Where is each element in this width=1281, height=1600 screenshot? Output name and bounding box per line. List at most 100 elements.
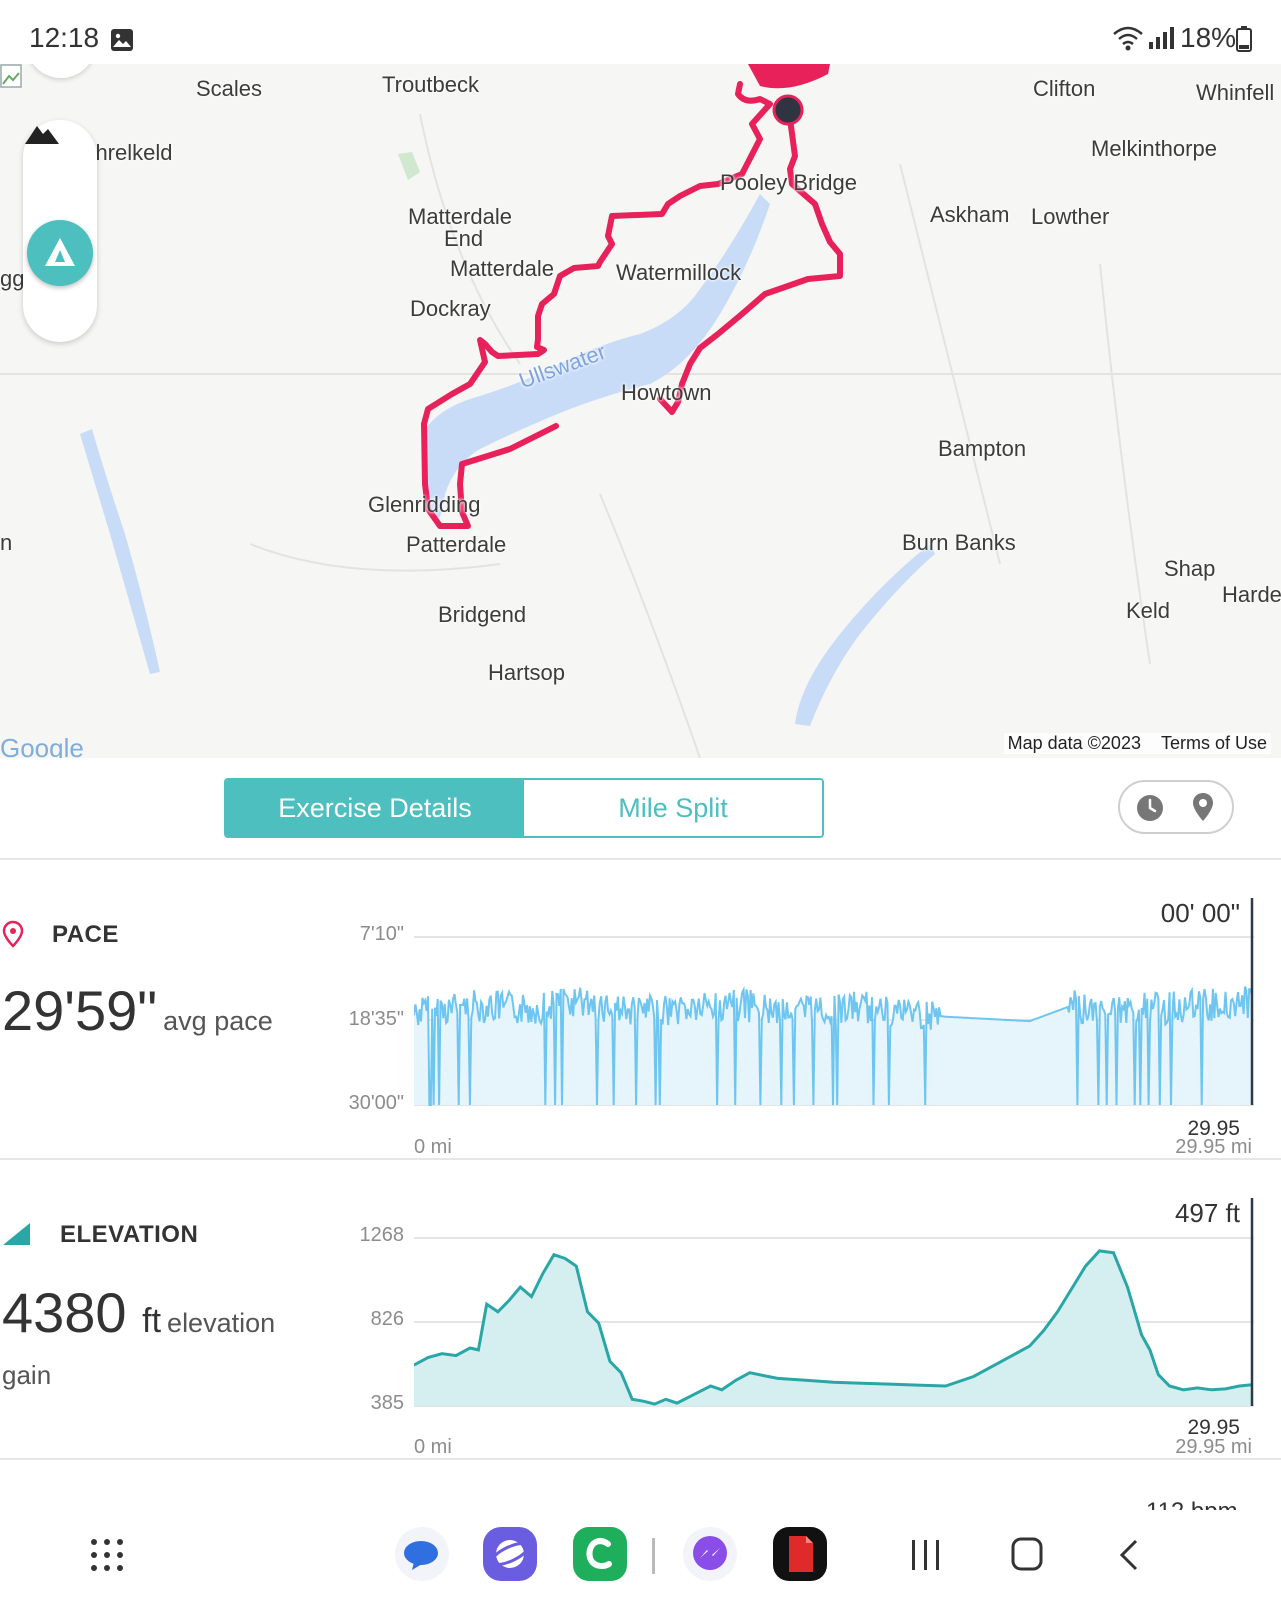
woodland-patch bbox=[398, 152, 420, 180]
pace-x-start: 0 mi bbox=[414, 1136, 452, 1158]
current-position-dot bbox=[772, 94, 804, 126]
map-label: Dockray bbox=[410, 296, 491, 321]
recent-apps-icon[interactable] bbox=[910, 1538, 942, 1572]
divider bbox=[0, 1458, 1281, 1460]
status-bar: 12:18 18% bbox=[0, 0, 1281, 64]
elevation-value-line: 4380 ft elevation bbox=[2, 1280, 275, 1345]
map-label: gg bbox=[0, 266, 25, 291]
map-data-text: Map data ©2023 bbox=[1007, 733, 1141, 753]
route-end-marker bbox=[748, 64, 830, 89]
route-map[interactable]: Scales Troutbeck Clifton Whinfell Threlk… bbox=[0, 64, 1281, 758]
c-app-icon[interactable] bbox=[572, 1526, 628, 1582]
map-label: Lowther bbox=[1031, 204, 1110, 229]
pace-line bbox=[414, 986, 1253, 1106]
thirlmere-lake bbox=[80, 429, 160, 674]
haweswater-lake bbox=[795, 544, 935, 726]
battery-icon bbox=[1236, 26, 1252, 52]
ullswater-lake bbox=[423, 194, 770, 519]
gallery-notification-icon bbox=[111, 29, 133, 51]
map-label: Matterdale bbox=[450, 256, 554, 281]
elevation-y-label-top: 1268 bbox=[359, 1224, 405, 1246]
navigation-icon bbox=[45, 238, 75, 266]
elevation-y-label-bottom: 385 bbox=[370, 1392, 404, 1414]
view-tabs: Exercise Details Mile Split bbox=[224, 778, 824, 838]
map-label: Pooley Bridge bbox=[720, 170, 857, 195]
map-label: Bampton bbox=[938, 436, 1027, 461]
elevation-icon bbox=[3, 1223, 30, 1245]
tab-exercise-details[interactable]: Exercise Details bbox=[226, 780, 524, 836]
pdf-app-icon[interactable] bbox=[772, 1526, 828, 1582]
map-label: Scales bbox=[196, 76, 263, 101]
elevation-chart[interactable] bbox=[414, 1190, 1254, 1410]
map-label: Clifton bbox=[1033, 76, 1096, 101]
pace-x-end: 29.95 mi bbox=[1175, 1136, 1252, 1158]
map-label: Keld bbox=[1126, 598, 1171, 623]
map-label: Patterdale bbox=[406, 532, 507, 557]
pace-cursor-distance: 29.95 bbox=[1187, 1117, 1240, 1140]
map-attribution: Map data ©2023 Terms of Use bbox=[1003, 733, 1271, 754]
elevation-unit-suffix: elevation bbox=[167, 1308, 276, 1338]
elevation-area bbox=[414, 1250, 1252, 1406]
pace-pin-icon bbox=[2, 920, 24, 948]
back-icon[interactable] bbox=[1118, 1538, 1142, 1572]
map-label: Glenridding bbox=[368, 492, 481, 517]
elevation-cursor-distance: 29.95 bbox=[1187, 1416, 1240, 1439]
divider bbox=[0, 858, 1281, 860]
pace-unit: avg pace bbox=[163, 1006, 273, 1036]
pace-title: PACE bbox=[52, 921, 119, 948]
map-label: Howtown bbox=[621, 380, 712, 405]
map-label: Askham bbox=[930, 202, 1010, 227]
clock-icon[interactable] bbox=[1136, 794, 1164, 822]
pace-y-label-bottom: 30'00" bbox=[348, 1092, 404, 1114]
broken-image-icon bbox=[0, 64, 22, 88]
map-label: End bbox=[444, 226, 484, 251]
map-label: Bridgend bbox=[438, 602, 527, 627]
elevation-title: ELEVATION bbox=[60, 1221, 199, 1248]
messages-app-icon[interactable] bbox=[394, 1526, 450, 1582]
app-drawer-icon[interactable] bbox=[90, 1538, 124, 1572]
messenger-app-icon[interactable] bbox=[682, 1526, 738, 1582]
tab-mile-split[interactable]: Mile Split bbox=[524, 780, 822, 836]
heart-rate-partial-value: 112 bpm bbox=[1146, 1500, 1238, 1512]
terms-link[interactable]: Terms of Use bbox=[1160, 733, 1267, 753]
battery-percentage: 18% bbox=[1180, 22, 1237, 53]
map-label: n bbox=[0, 530, 13, 555]
map-label: Shap bbox=[1164, 556, 1216, 581]
elevation-x-end: 29.95 mi bbox=[1175, 1436, 1252, 1458]
pace-y-label-mid: 18'35" bbox=[348, 1008, 404, 1030]
navigation-dock bbox=[0, 1510, 1281, 1600]
internet-browser-icon[interactable] bbox=[482, 1526, 538, 1582]
map-label: Troutbeck bbox=[382, 72, 480, 97]
map-label: Hartsop bbox=[488, 660, 566, 685]
elevation-x-start: 0 mi bbox=[414, 1436, 452, 1458]
divider bbox=[0, 1158, 1281, 1160]
elevation-y-label-mid: 826 bbox=[370, 1308, 404, 1330]
terrain-icon[interactable] bbox=[23, 120, 61, 148]
elevation-unit: ft bbox=[142, 1302, 162, 1340]
map-label: Burn Banks bbox=[902, 530, 1016, 555]
signal-icon bbox=[1149, 27, 1174, 49]
map-label: Melkinthorpe bbox=[1091, 136, 1217, 161]
pace-value-line: 29'59" avg pace bbox=[2, 978, 273, 1043]
location-pin-icon[interactable] bbox=[1192, 792, 1214, 822]
map-label: Matterdale bbox=[408, 204, 512, 229]
pace-area bbox=[414, 986, 1252, 1105]
google-logo: Google bbox=[0, 733, 84, 758]
map-canvas bbox=[0, 64, 1281, 758]
map-label: Watermillock bbox=[616, 260, 742, 285]
pace-chart[interactable] bbox=[414, 890, 1254, 1110]
chart-mode-toggle[interactable] bbox=[1118, 780, 1234, 834]
status-time: 12:18 bbox=[29, 22, 100, 53]
navigation-button[interactable] bbox=[27, 220, 93, 286]
wifi-icon bbox=[1113, 26, 1143, 51]
map-label: Harde bbox=[1222, 582, 1281, 607]
elevation-unit-line2: gain bbox=[2, 1360, 52, 1390]
map-label: Threlkeld bbox=[82, 140, 173, 165]
home-icon[interactable] bbox=[1010, 1536, 1044, 1572]
elevation-value: 4380 bbox=[2, 1281, 127, 1344]
elevation-line bbox=[414, 1249, 1253, 1406]
elevation-cursor-value: 497 ft bbox=[1174, 1198, 1240, 1228]
dock-separator bbox=[652, 1538, 655, 1574]
pace-y-label-top: 7'10" bbox=[359, 923, 404, 945]
route-line bbox=[421, 81, 843, 529]
